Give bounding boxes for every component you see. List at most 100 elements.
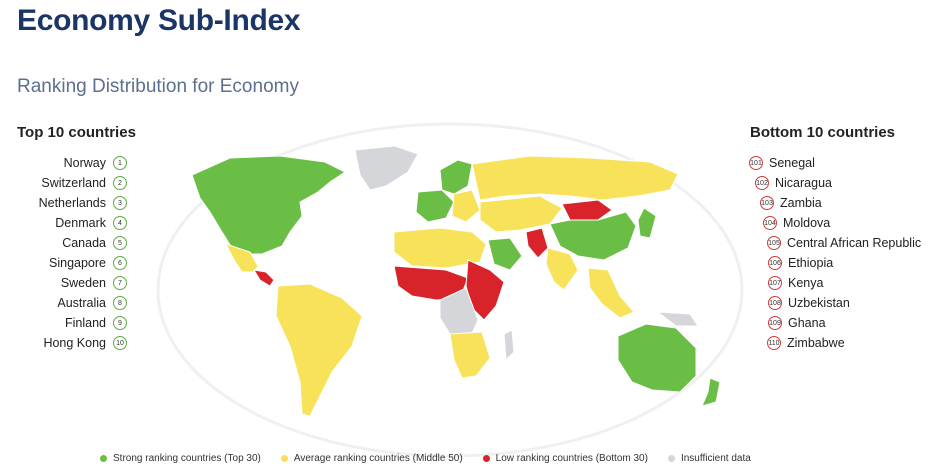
country-name: Denmark xyxy=(55,216,106,230)
region-mexico xyxy=(225,243,259,273)
country-name: Moldova xyxy=(783,216,831,230)
rank-badge: 10 xyxy=(113,336,127,350)
legend-swatch xyxy=(667,455,675,462)
top10-item: Norway 1 xyxy=(17,153,127,173)
rank-badge: 103 xyxy=(760,196,774,210)
country-name: Switzerland xyxy=(41,176,106,190)
legend-label: Strong ranking countries (Top 30) xyxy=(113,453,261,464)
top10-item: Switzerland 2 xyxy=(17,173,127,193)
country-name: Senegal xyxy=(769,156,815,170)
rank-badge: 6 xyxy=(113,256,127,270)
top10-item: Australia 8 xyxy=(17,293,127,313)
country-name: Central African Republic xyxy=(787,236,922,250)
rank-badge: 106 xyxy=(768,256,782,270)
world-map-svg xyxy=(156,122,744,458)
region-south-america xyxy=(275,283,363,417)
region-eastern-europe xyxy=(451,189,481,223)
legend-item: Strong ranking countries (Top 30) xyxy=(100,453,261,464)
bottom10-item: 108 Uzbekistan xyxy=(749,293,921,313)
top10-item: Denmark 4 xyxy=(17,213,127,233)
region-mongolia xyxy=(561,199,613,221)
bottom10-item: 110 Zimbabwe xyxy=(749,333,921,353)
region-greenland xyxy=(354,145,419,191)
rank-badge: 105 xyxy=(767,236,781,250)
legend-item: Average ranking countries (Middle 50) xyxy=(280,453,463,464)
rank-badge: 3 xyxy=(113,196,127,210)
rank-badge: 4 xyxy=(113,216,127,230)
top10-item: Finland 9 xyxy=(17,313,127,333)
top10-item: Netherlands 3 xyxy=(17,193,127,213)
rank-badge: 5 xyxy=(113,236,127,250)
legend-swatch xyxy=(100,455,107,462)
rank-badge: 107 xyxy=(768,276,782,290)
region-north-africa xyxy=(393,227,487,269)
map-legend: Strong ranking countries (Top 30) Average… xyxy=(100,453,800,464)
region-new-zealand xyxy=(701,377,721,407)
legend-label: Insufficient data xyxy=(680,453,751,464)
region-china xyxy=(549,211,637,261)
country-name: Uzbekistan xyxy=(788,296,850,310)
rank-badge: 102 xyxy=(755,176,769,190)
top10-item: Hong Kong 10 xyxy=(17,333,127,353)
region-north-america xyxy=(191,155,346,255)
country-name: Ghana xyxy=(788,316,826,330)
top10-heading: Top 10 countries xyxy=(17,124,136,141)
country-name: Singapore xyxy=(49,256,106,270)
page-subtitle: Ranking Distribution for Economy xyxy=(17,76,299,97)
top10-item: Sweden 7 xyxy=(17,273,127,293)
country-name: Zambia xyxy=(780,196,822,210)
bottom10-item: 102 Nicaragua xyxy=(749,173,921,193)
rank-badge: 1 xyxy=(113,156,127,170)
legend-item: Insufficient data xyxy=(667,453,751,464)
legend-swatch xyxy=(280,455,288,462)
region-new-guinea xyxy=(656,311,699,327)
country-name: Hong Kong xyxy=(43,336,106,350)
region-madagascar xyxy=(503,329,515,362)
bottom10-item: 107 Kenya xyxy=(749,273,921,293)
rank-badge: 2 xyxy=(113,176,127,190)
bottom10-item: 106 Ethiopia xyxy=(749,253,921,273)
rank-badge: 110 xyxy=(767,336,781,350)
region-pakistan xyxy=(525,227,549,259)
world-map xyxy=(150,120,750,460)
region-russia xyxy=(471,155,679,201)
region-central-asia xyxy=(479,195,563,233)
region-japan xyxy=(637,207,657,239)
bottom10-item: 104 Moldova xyxy=(749,213,921,233)
rank-badge: 104 xyxy=(763,216,777,230)
top10-list: Norway 1 Switzerland 2 Netherlands 3 Denmark 4 C… xyxy=(17,153,127,353)
top10-item: Canada 5 xyxy=(17,233,127,253)
rank-badge: 109 xyxy=(768,316,782,330)
rank-badge: 101 xyxy=(749,156,763,170)
bottom10-item: 101 Senegal xyxy=(749,153,921,173)
rank-badge: 7 xyxy=(113,276,127,290)
bottom10-item: 103 Zambia xyxy=(749,193,921,213)
country-name: Norway xyxy=(63,156,106,170)
country-name: Netherlands xyxy=(38,196,106,210)
bottom10-item: 109 Ghana xyxy=(749,313,921,333)
bottom10-item: 105 Central African Republic xyxy=(749,233,921,253)
rank-badge: 108 xyxy=(768,296,782,310)
country-name: Finland xyxy=(65,316,106,330)
page-title: Economy Sub-Index xyxy=(17,4,301,37)
region-india xyxy=(545,247,579,291)
rank-badge: 9 xyxy=(113,316,127,330)
rank-badge: 8 xyxy=(113,296,127,310)
country-name: Ethiopia xyxy=(788,256,834,270)
bottom10-heading: Bottom 10 countries xyxy=(750,124,896,141)
top10-item: Singapore 6 xyxy=(17,253,127,273)
region-western-europe xyxy=(415,189,455,223)
country-name: Canada xyxy=(62,236,106,250)
country-name: Zimbabwe xyxy=(787,336,845,350)
country-name: Nicaragua xyxy=(775,176,832,190)
legend-label: Low ranking countries (Bottom 30) xyxy=(495,453,648,464)
region-arabian-peninsula xyxy=(487,237,523,271)
bottom10-list: 101 Senegal 102 Nicaragua 103 Zambia 104 Moldov… xyxy=(749,153,921,353)
country-name: Australia xyxy=(57,296,106,310)
country-name: Kenya xyxy=(788,276,824,290)
legend-item: Low ranking countries (Bottom 30) xyxy=(482,453,648,464)
region-southeast-asia xyxy=(587,267,635,319)
region-australia xyxy=(617,323,697,393)
region-central-america xyxy=(253,269,275,287)
region-southern-africa xyxy=(449,331,491,379)
